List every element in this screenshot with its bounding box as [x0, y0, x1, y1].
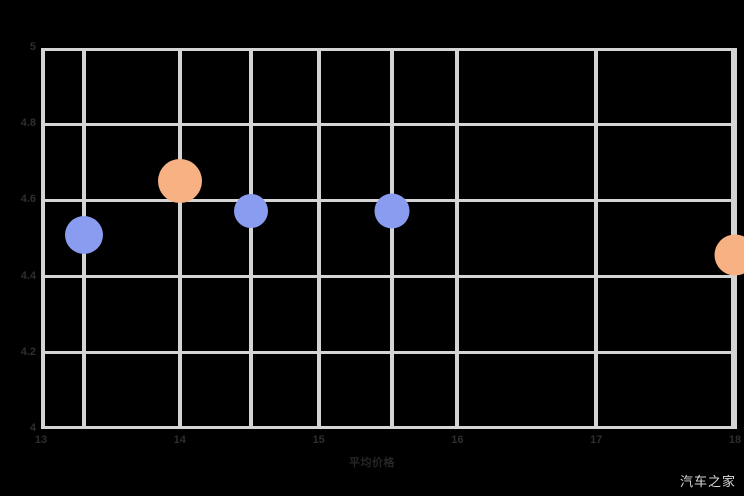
data-point-bubble[interactable] — [714, 234, 744, 276]
gridline-vertical — [594, 48, 599, 429]
gridline-horizontal — [41, 351, 735, 355]
x-axis-tick-label: 14 — [173, 434, 186, 446]
y-axis-tick-label: 4.6 — [20, 193, 36, 206]
x-axis-tick-label: 17 — [590, 434, 603, 446]
data-point-bubble[interactable] — [65, 216, 104, 255]
data-point-bubble[interactable] — [233, 193, 268, 228]
data-point-bubble[interactable] — [157, 158, 202, 203]
plot-area — [41, 48, 744, 429]
data-point-stem — [248, 48, 253, 429]
x-axis-tick-label: 16 — [451, 434, 464, 446]
gridline-horizontal — [41, 48, 735, 51]
y-axis-tick-label: 4.2 — [20, 345, 36, 358]
gridline-horizontal — [41, 426, 735, 429]
x-axis-tick-label: 13 — [34, 434, 48, 446]
gridline-horizontal — [41, 122, 735, 126]
y-axis-tick-label: 4 — [29, 422, 36, 434]
data-point-bubble[interactable] — [374, 193, 410, 229]
x-axis-tick-label: 15 — [312, 434, 325, 446]
data-point-stem — [390, 48, 395, 429]
watermark-autohome: 汽车之家 — [679, 475, 736, 490]
gridline-vertical — [41, 48, 45, 429]
y-axis-tick-label: 4.4 — [20, 269, 36, 282]
y-axis-tick-label: 5 — [29, 41, 36, 53]
x-axis-title: 平均价格 — [349, 457, 395, 469]
gridline-vertical — [455, 48, 460, 429]
y-axis-tick-label: 4.8 — [20, 117, 36, 130]
data-point-stem — [177, 48, 182, 429]
gridline-horizontal — [41, 275, 735, 279]
gridline-vertical — [316, 48, 321, 429]
x-axis-tick-label: 18 — [728, 434, 742, 446]
